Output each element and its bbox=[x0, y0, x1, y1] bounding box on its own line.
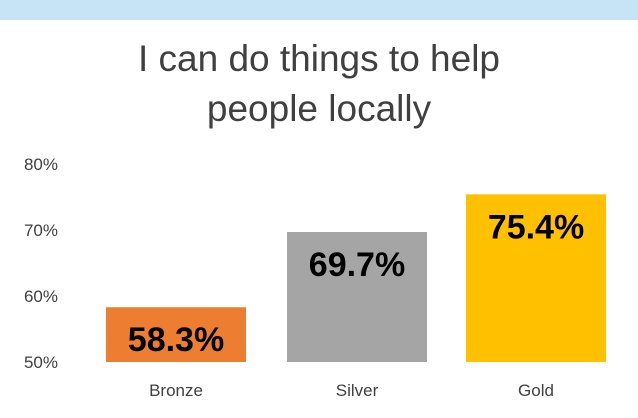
y-tick-label: 50% bbox=[24, 353, 58, 372]
data-label-gold: 75.4% bbox=[488, 208, 584, 246]
category-label-bronze: Bronze bbox=[149, 381, 203, 400]
y-tick-label: 80% bbox=[24, 155, 58, 174]
category-label-silver: Silver bbox=[336, 381, 379, 400]
top-band bbox=[0, 0, 638, 20]
chart-title-line-2: people locally bbox=[206, 88, 432, 129]
bar-gold bbox=[466, 194, 606, 362]
bar-bronze bbox=[106, 307, 246, 362]
y-tick-label: 60% bbox=[24, 287, 58, 306]
data-label-bronze: 58.3% bbox=[128, 321, 224, 359]
chart-title: I can do things to help people locally bbox=[0, 34, 638, 134]
x-axis: Bronze Silver Gold bbox=[149, 381, 554, 400]
chart-title-line-1: I can do things to help bbox=[137, 38, 501, 79]
bar-silver bbox=[287, 231, 427, 362]
data-labels: 58.3% 69.7% 75.4% bbox=[128, 208, 584, 359]
category-label-gold: Gold bbox=[518, 381, 554, 400]
y-axis: 50% 60% 70% 80% bbox=[24, 155, 58, 372]
bars bbox=[106, 194, 606, 362]
y-tick-label: 70% bbox=[24, 221, 58, 240]
data-label-silver: 69.7% bbox=[309, 246, 405, 284]
